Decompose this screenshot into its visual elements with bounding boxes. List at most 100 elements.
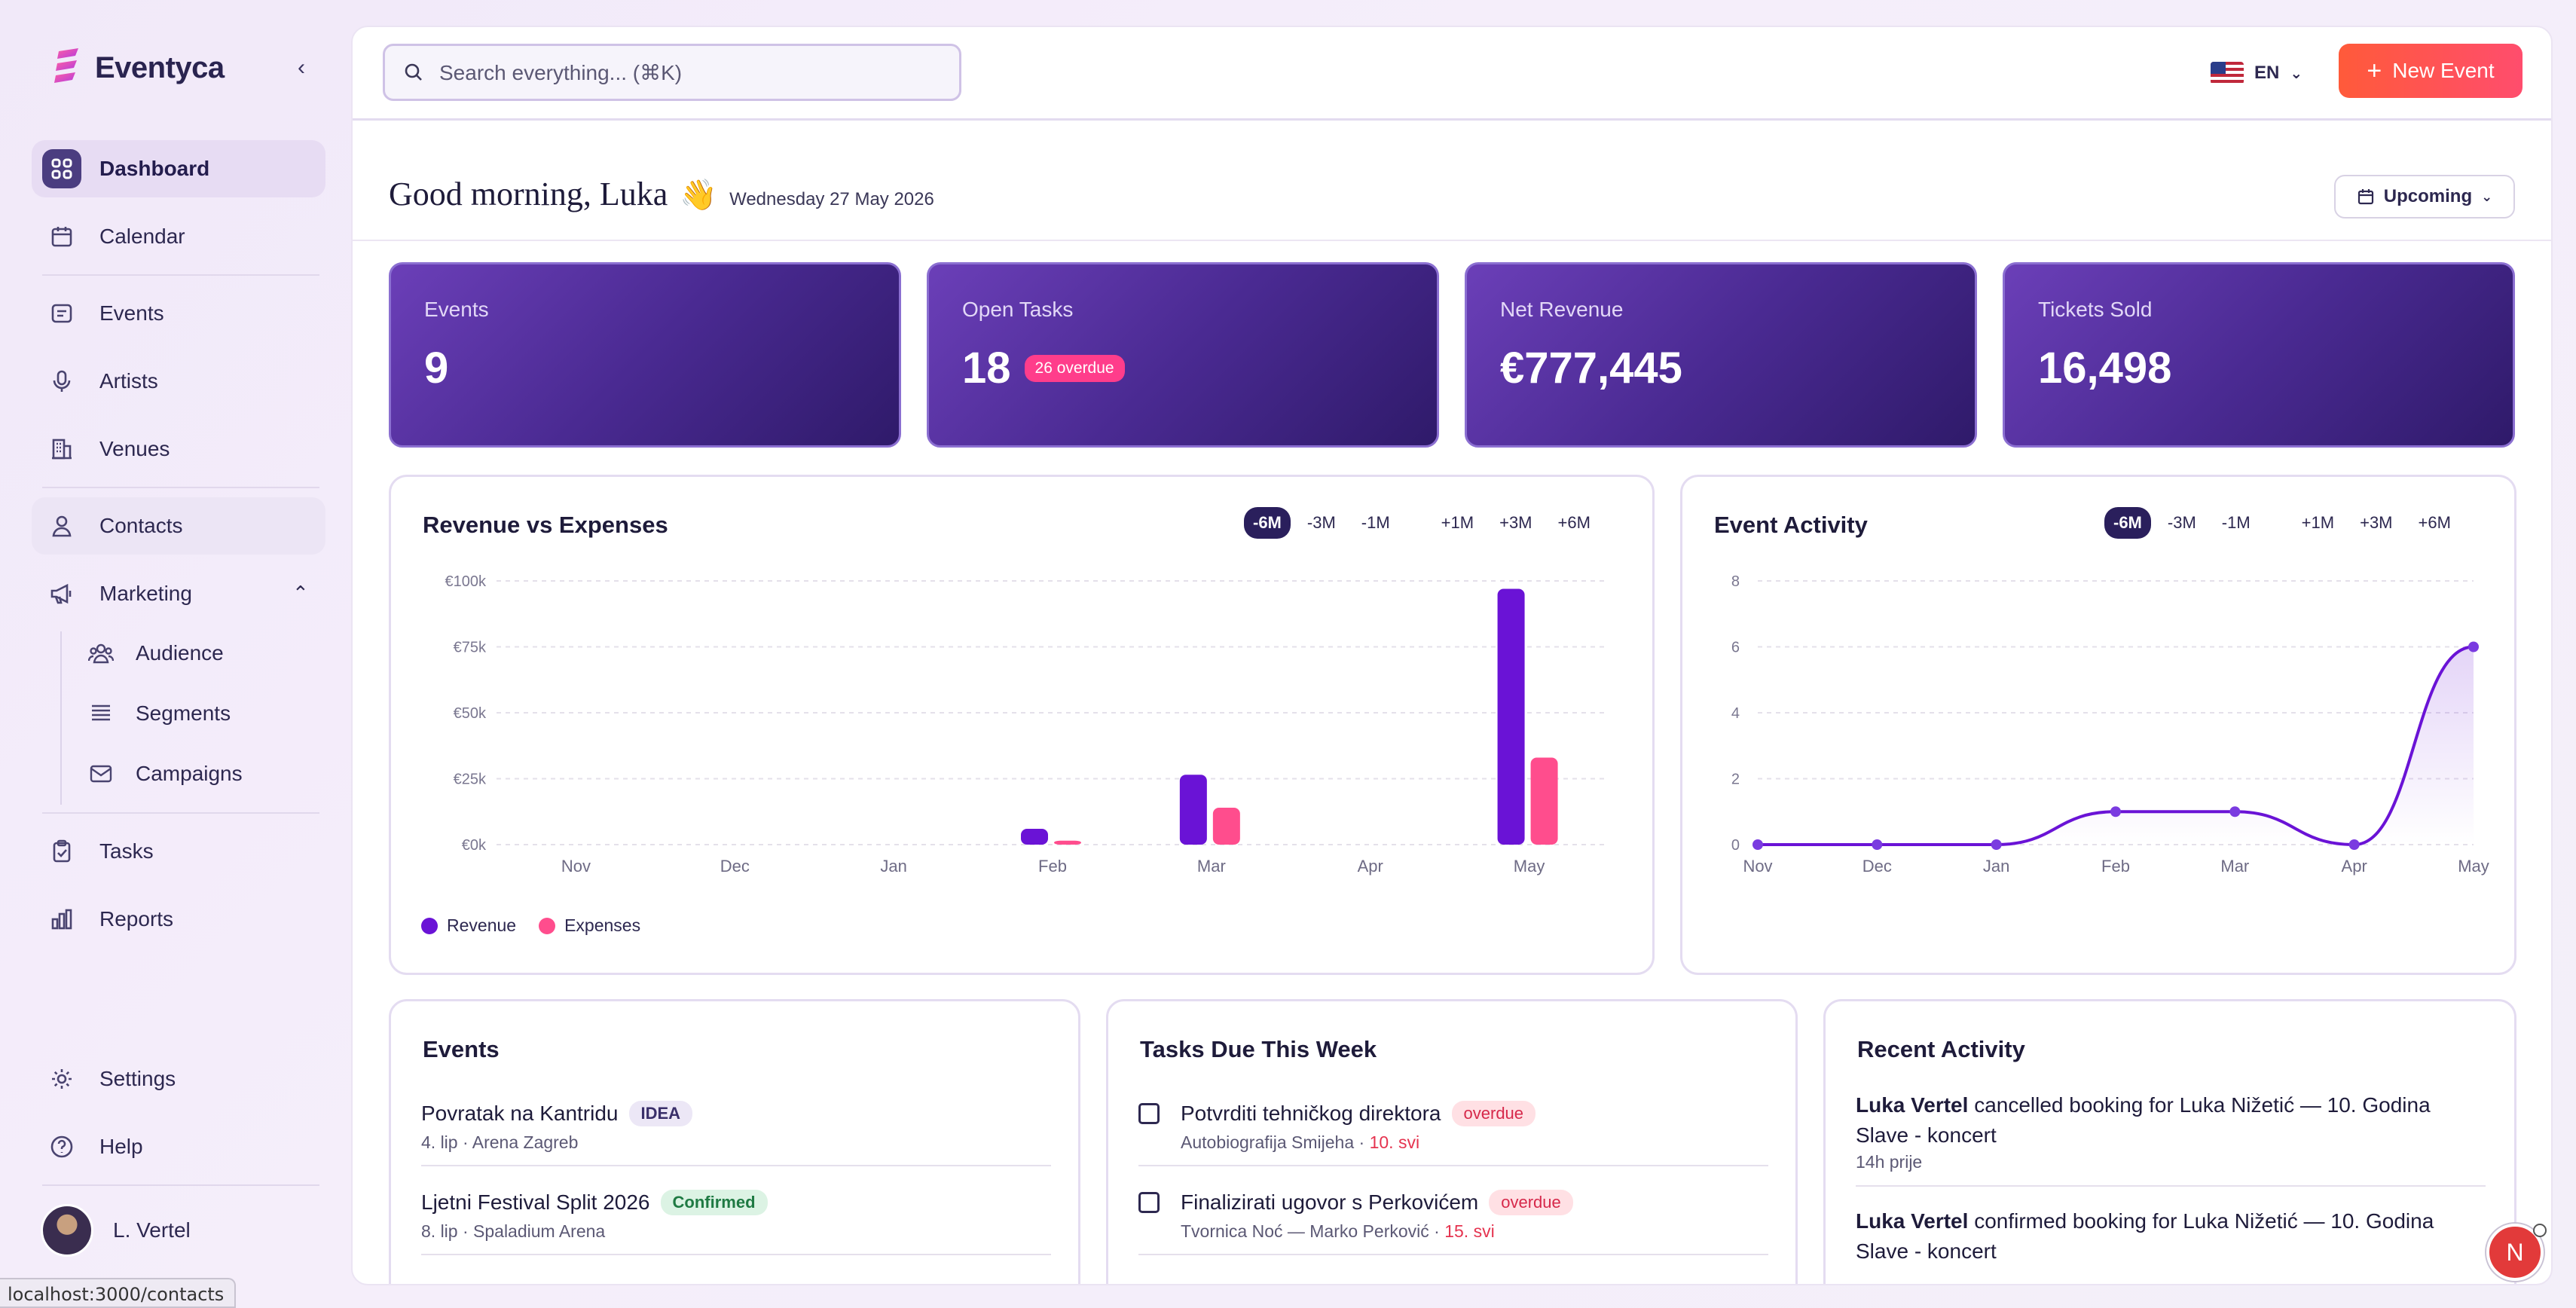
search-placeholder: Search everything... (⌘K) [439,60,683,84]
collapse-sidebar-button[interactable]: ‹ [298,55,305,80]
range-minus-6m[interactable]: -6M [2104,507,2151,539]
y-tick-label: 6 [1731,640,1740,656]
sidebar-item-campaigns[interactable]: Campaigns [81,749,322,799]
range-plus-6m[interactable]: +6M [2418,513,2451,532]
app-logo[interactable]: Eventyca [53,47,225,89]
sidebar-item-help[interactable]: Help [32,1118,325,1175]
stat-card-net-revenue[interactable]: Net Revenue €777,445 [1465,262,1977,448]
sidebar-item-audience[interactable]: Audience [81,628,322,678]
greeting: Good morning, Luka 👋 Wednesday 27 May 20… [389,175,934,213]
event-meta: 8. lip · Spaladium Arena [421,1221,606,1241]
topbar: Search everything... (⌘K) EN ⌄ + New Eve… [353,27,2551,121]
overdue-badge: 26 overdue [1024,354,1125,382]
activity-point-nov [1752,839,1763,850]
x-tick-label: Mar [2220,857,2249,876]
task-name: Potvrditi tehničkog direktora [1181,1102,1441,1125]
sidebar-item-label: Segments [136,701,231,725]
sidebar-item-venues[interactable]: Venues [32,420,325,478]
notifications-avatar-button[interactable]: N [2486,1224,2544,1281]
stat-card-open-tasks[interactable]: Open Tasks 18 26 overdue [927,262,1439,448]
sidebar-item-label: Contacts [99,514,183,537]
card-title: Recent Activity [1857,1036,2025,1062]
x-tick-label: Dec [1862,857,1892,876]
range-minus-1m[interactable]: -1M [2221,513,2251,532]
range-plus-6m[interactable]: +6M [1557,513,1591,532]
range-plus-3m[interactable]: +3M [1499,513,1532,532]
plus-icon: + [2367,57,2382,85]
sidebar-item-dashboard[interactable]: Dashboard [32,140,325,197]
sidebar-item-segments[interactable]: Segments [81,689,322,738]
x-tick-label: Feb [1038,857,1067,876]
upcoming-filter-button[interactable]: Upcoming ⌄ [2334,175,2515,219]
activity-actor: Luka Vertel [1856,1093,1969,1117]
range-minus-1m[interactable]: -1M [1361,513,1390,532]
chevron-up-icon[interactable]: ⌃ [292,582,309,604]
sidebar-item-contacts[interactable]: Contacts [32,497,325,555]
search-input[interactable]: Search everything... (⌘K) [383,44,961,101]
x-tick-label: May [2458,857,2489,876]
notification-dot [2533,1224,2547,1237]
y-tick-label: 4 [1731,705,1740,722]
list-item[interactable]: Finalizirati ugovor s Perkovićem overdue … [1138,1190,1768,1255]
legend-item-expenses[interactable]: Expenses [539,915,640,936]
stat-card-events[interactable]: Events 9 [389,262,901,448]
sidebar-divider [42,274,319,276]
activity-point-mar [2229,806,2241,818]
sidebar-item-label: Audience [136,641,224,665]
stat-label: Tickets Sold [2038,298,2153,321]
activity-point-apr [2348,839,2360,850]
activity-item[interactable]: Luka Vertel cancelled booking for Luka N… [1856,1090,2486,1187]
overdue-badge: overdue [1489,1190,1573,1215]
bar-revenue-mar [1179,775,1207,845]
header-divider [353,240,2551,241]
range-plus-3m[interactable]: +3M [2360,513,2393,532]
activity-item[interactable]: Luka Vertel confirmed booking for Luka N… [1856,1206,2486,1267]
event-activity-card: Event Activity -6M -3M -1M +1M +3M +6M 0… [1680,475,2516,975]
legend-item-revenue[interactable]: Revenue [421,915,516,936]
user-name: L. Vertel [113,1218,191,1242]
new-event-label: New Event [2392,59,2495,82]
task-due: 10. svi [1369,1132,1420,1152]
logo-icon [54,48,78,83]
sidebar-divider [42,1184,319,1186]
range-plus-1m[interactable]: +1M [1441,513,1474,532]
new-event-button[interactable]: + New Event [2339,44,2523,98]
range-plus-1m[interactable]: +1M [2301,513,2335,532]
sidebar-item-settings[interactable]: Settings [32,1050,325,1108]
task-checkbox[interactable] [1138,1103,1160,1124]
sidebar-item-label: Marketing [99,582,192,605]
building-icon [42,429,81,469]
range-minus-3m[interactable]: -3M [2167,513,2196,532]
sidebar-item-tasks[interactable]: Tasks [32,823,325,880]
status-badge: Confirmed [660,1190,768,1215]
user-profile[interactable]: L. Vertel [41,1204,191,1257]
x-tick-label: Feb [2101,857,2130,876]
stat-label: Open Tasks [962,298,1074,321]
range-minus-3m[interactable]: -3M [1306,513,1336,532]
stat-card-tickets-sold[interactable]: Tickets Sold 16,498 [2003,262,2515,448]
sidebar-item-marketing[interactable]: Marketing [32,565,325,622]
sidebar-item-calendar[interactable]: Calendar [32,208,325,265]
sidebar-item-reports[interactable]: Reports [32,891,325,948]
range-minus-6m[interactable]: -6M [1244,507,1291,539]
current-date: Wednesday 27 May 2026 [729,189,934,209]
sidebar-item-label: Events [99,301,164,325]
sidebar-item-events[interactable]: Events [32,285,325,342]
activity-point-may [2468,641,2479,652]
task-project: Tvornica Noć — Marko Perković [1181,1221,1429,1241]
list-item[interactable]: Potvrditi tehničkog direktora overdue Aut… [1138,1101,1768,1166]
sidebar-item-artists[interactable]: Artists [32,353,325,410]
gear-icon [42,1059,81,1099]
bar-expenses-may [1530,757,1558,845]
activity-text: confirmed booking for Luka Nižetić — 10.… [1856,1209,2434,1263]
language-selector[interactable]: EN ⌄ [2211,62,2303,84]
sidebar-item-label: Artists [99,369,158,393]
wave-emoji: 👋 [680,179,718,212]
ticket-icon [42,294,81,333]
list-item[interactable]: Povratak na Kantridu IDEA 4. lip · Arena … [421,1101,1051,1166]
list-item[interactable]: Ljetni Festival Split 2026 Confirmed 8. l… [421,1190,1051,1255]
card-title: Events [423,1036,500,1062]
sidebar-item-label: Help [99,1135,143,1158]
task-checkbox[interactable] [1138,1192,1160,1213]
activity-line [1758,645,2474,847]
